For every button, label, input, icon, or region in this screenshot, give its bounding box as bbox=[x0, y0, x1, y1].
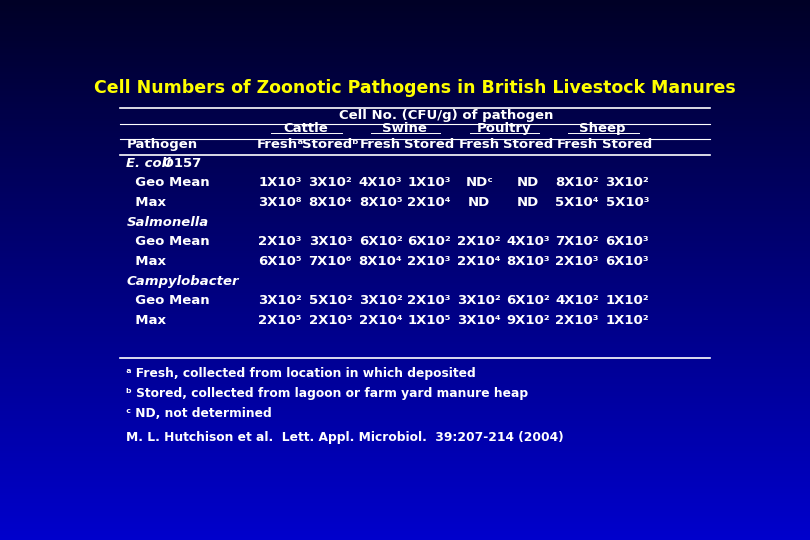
Text: 2X10⁴: 2X10⁴ bbox=[458, 255, 501, 268]
Text: Geo Mean: Geo Mean bbox=[126, 294, 210, 307]
Text: NDᶜ: NDᶜ bbox=[465, 176, 493, 188]
Text: 3X10⁸: 3X10⁸ bbox=[258, 197, 302, 210]
Text: ᵇ Stored, collected from lagoon or farm yard manure heap: ᵇ Stored, collected from lagoon or farm … bbox=[126, 387, 528, 400]
Text: Geo Mean: Geo Mean bbox=[126, 176, 210, 188]
Text: 4X10³: 4X10³ bbox=[359, 176, 403, 188]
Text: Stored: Stored bbox=[503, 138, 553, 151]
Text: 2X10³: 2X10³ bbox=[407, 294, 450, 307]
Text: Freshᵃ: Freshᵃ bbox=[257, 138, 304, 151]
Text: Max: Max bbox=[126, 314, 166, 327]
Text: E. coli: E. coli bbox=[126, 157, 171, 170]
Text: O157: O157 bbox=[158, 157, 202, 170]
Text: Salmonella: Salmonella bbox=[126, 217, 209, 230]
Text: Fresh: Fresh bbox=[556, 138, 598, 151]
Text: 6X10³: 6X10³ bbox=[606, 255, 649, 268]
Text: Fresh: Fresh bbox=[360, 138, 401, 151]
Text: 8X10²: 8X10² bbox=[555, 176, 599, 188]
Text: 1X10²: 1X10² bbox=[606, 294, 649, 307]
Text: Stored: Stored bbox=[404, 138, 454, 151]
Text: ND: ND bbox=[468, 197, 490, 210]
Text: 2X10⁵: 2X10⁵ bbox=[309, 314, 352, 327]
Text: 3X10²: 3X10² bbox=[458, 294, 501, 307]
Text: Cattle: Cattle bbox=[283, 122, 327, 134]
Text: ᶜ ND, not determined: ᶜ ND, not determined bbox=[126, 407, 272, 420]
Text: 7X10⁶: 7X10⁶ bbox=[309, 255, 352, 268]
Text: Fresh: Fresh bbox=[458, 138, 500, 151]
Text: 2X10⁴: 2X10⁴ bbox=[407, 197, 450, 210]
Text: ND: ND bbox=[517, 197, 539, 210]
Text: Max: Max bbox=[126, 255, 166, 268]
Text: 2X10⁵: 2X10⁵ bbox=[258, 314, 302, 327]
Text: Stored: Stored bbox=[602, 138, 652, 151]
Text: 4X10²: 4X10² bbox=[555, 294, 599, 307]
Text: Storedᵇ: Storedᵇ bbox=[302, 138, 359, 151]
Text: 3X10⁴: 3X10⁴ bbox=[458, 314, 501, 327]
Text: 2X10³: 2X10³ bbox=[556, 314, 599, 327]
Text: 6X10²: 6X10² bbox=[506, 294, 550, 307]
Text: Sheep: Sheep bbox=[579, 122, 625, 134]
Text: 2X10³: 2X10³ bbox=[556, 255, 599, 268]
Text: 1X10³: 1X10³ bbox=[407, 176, 450, 188]
Text: 3X10²: 3X10² bbox=[258, 294, 302, 307]
Text: 8X10⁵: 8X10⁵ bbox=[359, 197, 403, 210]
Text: 2X10²: 2X10² bbox=[458, 234, 501, 248]
Text: Pathogen: Pathogen bbox=[126, 138, 198, 151]
Text: Cell No. (CFU/g) of pathogen: Cell No. (CFU/g) of pathogen bbox=[339, 109, 554, 122]
Text: 8X10⁴: 8X10⁴ bbox=[359, 255, 403, 268]
Text: Cell Numbers of Zoonotic Pathogens in British Livestock Manures: Cell Numbers of Zoonotic Pathogens in Br… bbox=[94, 79, 736, 97]
Text: 5X10³: 5X10³ bbox=[606, 197, 649, 210]
Text: 6X10³: 6X10³ bbox=[606, 234, 649, 248]
Text: 2X10³: 2X10³ bbox=[407, 255, 450, 268]
Text: 9X10²: 9X10² bbox=[506, 314, 550, 327]
Text: 7X10²: 7X10² bbox=[556, 234, 599, 248]
Text: 1X10³: 1X10³ bbox=[258, 176, 302, 188]
Text: ᵃ Fresh, collected from location in which deposited: ᵃ Fresh, collected from location in whic… bbox=[126, 367, 476, 380]
Text: M. L. Hutchison et al.  Lett. Appl. Microbiol.  39:207-214 (2004): M. L. Hutchison et al. Lett. Appl. Micro… bbox=[126, 431, 564, 444]
Text: Poultry: Poultry bbox=[476, 122, 531, 134]
Text: 8X10⁴: 8X10⁴ bbox=[309, 197, 352, 210]
Text: 8X10³: 8X10³ bbox=[506, 255, 550, 268]
Text: Swine: Swine bbox=[382, 122, 427, 134]
Text: ND: ND bbox=[517, 176, 539, 188]
Text: 3X10²: 3X10² bbox=[309, 176, 352, 188]
Text: 6X10²: 6X10² bbox=[407, 234, 451, 248]
Text: Campylobacter: Campylobacter bbox=[126, 275, 239, 288]
Text: 4X10³: 4X10³ bbox=[506, 234, 550, 248]
Text: 3X10²: 3X10² bbox=[359, 294, 403, 307]
Text: 3X10³: 3X10³ bbox=[309, 234, 352, 248]
Text: 6X10²: 6X10² bbox=[359, 234, 403, 248]
Text: 2X10³: 2X10³ bbox=[258, 234, 302, 248]
Text: 2X10⁴: 2X10⁴ bbox=[359, 314, 403, 327]
Text: 5X10²: 5X10² bbox=[309, 294, 352, 307]
Text: 3X10²: 3X10² bbox=[605, 176, 649, 188]
Text: 1X10²: 1X10² bbox=[606, 314, 649, 327]
Text: Geo Mean: Geo Mean bbox=[126, 234, 210, 248]
Text: 5X10⁴: 5X10⁴ bbox=[556, 197, 599, 210]
Text: 6X10⁵: 6X10⁵ bbox=[258, 255, 302, 268]
Text: 1X10⁵: 1X10⁵ bbox=[407, 314, 450, 327]
Text: Max: Max bbox=[126, 197, 166, 210]
